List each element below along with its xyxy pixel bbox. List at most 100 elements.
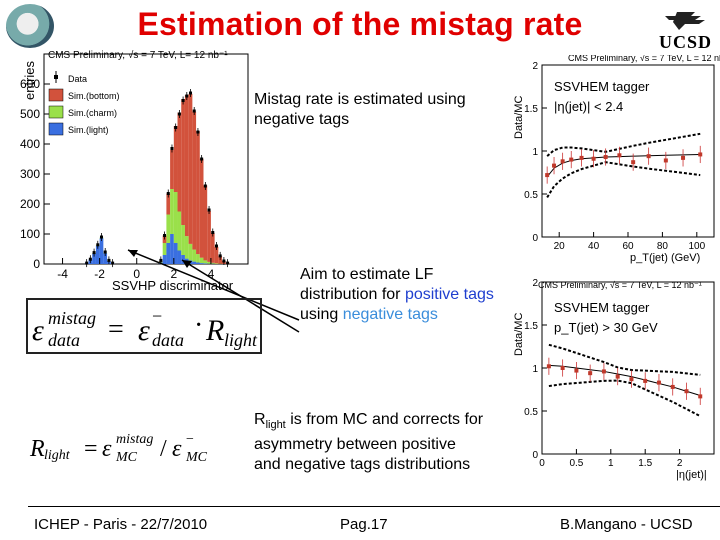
bar-light [99,238,104,264]
positive-tags-label: positive tags [404,286,494,303]
text-block-intro: Mistag rate is estimated using negative … [254,91,466,128]
legend-swatch [48,88,64,102]
ucsd-logo: UCSD [655,8,715,52]
x-tick-label: 0.5 [569,458,583,469]
histogram-header-text: CMS Preliminary, √s = 7 TeV, L= 12 nb⁻¹ [48,50,228,61]
fit-line [548,364,701,396]
bar-bottom [181,99,185,225]
ratio-point [591,156,596,161]
x-tick-label: 100 [688,241,705,252]
histogram-frame [43,53,249,265]
y-tick-label: 0 [532,450,538,461]
ratio-point [656,380,661,385]
ratio-point [698,152,703,157]
footer-author: B.Mangano - UCSD [560,516,693,533]
bar-charm [177,211,182,251]
ucsd-logo-text: UCSD [659,32,713,52]
ratio-plot-eta: 0 0.5 1 1.5 2 0 0.5 1 1.5 2 CMS Preliminary, √s =… [513,278,715,481]
legend-label: Sim.(charm) [68,108,117,118]
ratio-point [546,364,551,369]
formula-rlight: R light = ε mistag MC / ε − MC [30,432,207,465]
bar-charm [184,236,189,259]
bar-light [199,263,204,264]
bar-charm [214,263,219,264]
legend-swatch [48,122,64,136]
bar-charm [173,192,178,243]
bar-charm [170,189,174,234]
x-tick-label: 0 [539,458,545,469]
ratio-point [545,173,550,178]
histogram-xlabel: SSVHP discriminator [112,278,234,293]
ratio-pt-header: CMS Preliminary, √s = 7 TeV, L = 12 nb⁻¹ [568,55,720,63]
footer-conference: ICHEP - Paris - 22/7/2010 [34,516,208,533]
text-block-rlight: Rlight is from MC and corrects for asymm… [254,410,484,475]
ratio-point [601,369,606,374]
aim-text-mid: using [300,306,343,323]
ratio-eta-cut: p_T(jet) > 30 GeV [554,320,658,335]
ratio-point [631,160,636,165]
bar-bottom [173,126,178,192]
bar-light [184,258,189,264]
y-tick-label: 200 [20,197,40,211]
formula-mistag-data: ε mistag data = ε − data · R light [26,298,262,354]
y-tick-label: 0 [532,233,538,244]
bar-light [103,253,108,264]
rlight-rest: is from MC and corrects for asymmetry be… [254,411,484,474]
x-tick-label: 20 [554,241,566,252]
bar-charm [210,262,215,264]
bar-light [181,255,185,264]
ratio-eta-ylabel: Data/MC [513,313,525,356]
ratio-eta-xlabel: |η(jet)| [676,469,707,481]
footer-page: Pag.17 [340,516,388,533]
ratio-point [615,374,620,379]
ratio-point [684,389,689,394]
ratio-point [603,155,608,160]
bar-charm [192,249,197,262]
bar-light [203,263,208,264]
y-tick-label: 0.5 [524,407,538,418]
rlight-sub: light [265,419,286,432]
bar-light [162,255,167,264]
ucsd-eagle-icon [665,12,705,30]
negative-tags-label: negative tags [342,306,438,323]
x-tick-label: 60 [622,241,634,252]
ratio-point [670,384,675,389]
bar-bottom [188,93,193,244]
bar-charm [166,214,171,243]
bar-charm [188,243,193,261]
legend-label: Data [68,74,87,84]
bar-bottom [199,158,204,258]
ratio-pt-ylabel: Data/MC [513,96,525,139]
bar-bottom [170,150,174,189]
y-tick-label: 100 [20,227,40,241]
ratio-plot-pt: 0 0.5 1 1.5 2 20 40 60 80 100 CMS Preliminary, √s… [513,55,720,264]
y-tick-label: 2 [532,278,538,289]
ratio-point [560,366,565,370]
x-tick-label: 40 [588,241,600,252]
ratio-point [629,377,634,382]
bar-charm [207,261,211,264]
bar-charm [162,243,167,255]
ratio-point [698,394,703,399]
ratio-point [646,154,651,159]
legend-label: Sim.(bottom) [68,91,120,101]
histogram-ylabel: entries [22,60,37,100]
ratio-pt-legend: SSVHEM tagger [554,79,650,94]
bar-light [92,253,96,264]
y-tick-label: 2 [532,61,538,72]
y-tick-label: 400 [20,137,40,151]
rlight-r: R [254,411,266,428]
ratio-point [560,159,565,164]
y-tick-label: 1 [532,147,538,158]
legend-swatch [48,105,64,119]
bar-bottom [207,210,211,262]
bar-charm [199,257,204,264]
y-tick-label: 500 [20,107,40,121]
bar-light [196,262,200,264]
ratio-point [574,368,579,373]
slide-title: Estimation of the mistag rate [137,6,583,42]
x-tick-label: 1 [608,458,614,469]
y-tick-label: 1.5 [524,104,538,115]
bar-light [188,260,193,264]
